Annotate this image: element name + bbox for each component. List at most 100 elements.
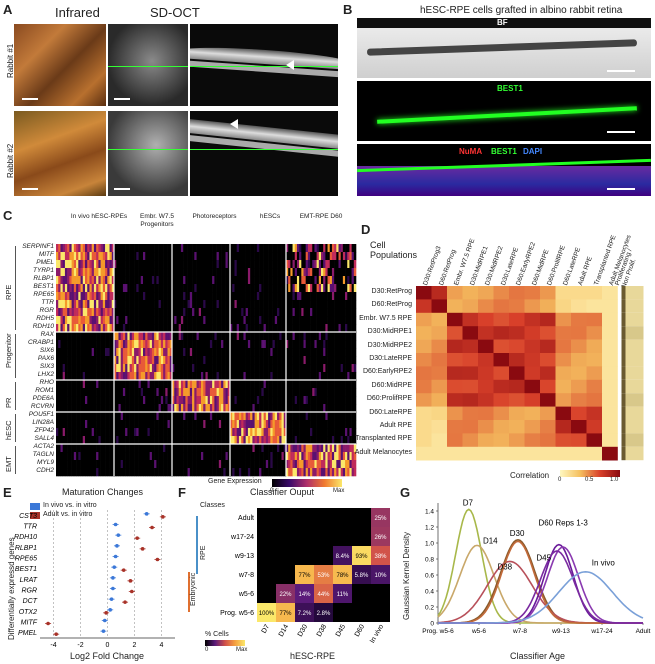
f-cell: [257, 508, 276, 527]
heatmap-cell: [230, 468, 233, 477]
heatmap-cell: [353, 404, 357, 413]
heatmap-cell: [243, 396, 246, 405]
heatmap-cell: [122, 356, 126, 365]
heatmap-cell: [342, 412, 346, 421]
heatmap-cell: [209, 364, 213, 373]
heatmap-cell: [230, 276, 233, 285]
heatmap-cell: [165, 324, 168, 333]
heatmap-cell: [98, 444, 101, 453]
heatmap-cell: [140, 252, 144, 261]
heatmap-cell: [109, 348, 113, 357]
heatmap-cell: [205, 292, 208, 301]
heatmap-cell: [160, 340, 164, 349]
heatmap-cell: [232, 340, 235, 349]
heatmap-cell: [58, 300, 61, 309]
heatmap-cell: [129, 292, 133, 301]
heatmap-cell: [340, 316, 344, 325]
heatmap-cell: [221, 260, 224, 269]
heatmap-cell: [216, 348, 220, 357]
heatmap-cell: [334, 364, 337, 373]
heatmap-cell: [198, 420, 202, 429]
corr-cell: [586, 286, 603, 300]
heatmap-cell: [221, 452, 224, 461]
heatmap-cell: [216, 316, 220, 325]
heatmap-cell: [218, 308, 222, 317]
heatmap-cell: [290, 292, 293, 301]
gene-label: RGR: [39, 307, 54, 314]
heatmap-cell: [316, 332, 320, 341]
heatmap-cell: [151, 268, 155, 277]
heatmap-cell: [87, 348, 90, 357]
heatmap-cell: [169, 428, 173, 437]
heatmap-cell: [100, 316, 104, 325]
heatmap-cell: [165, 372, 168, 381]
heatmap-cell: [172, 276, 175, 285]
heatmap-cell: [265, 324, 269, 333]
heatmap-cell: [100, 372, 104, 381]
heatmap-cell: [336, 260, 339, 269]
heatmap-cell: [252, 284, 255, 293]
heatmap-cell: [167, 428, 171, 437]
heatmap-cell: [238, 404, 242, 413]
heatmap-cell: [325, 332, 328, 341]
merge-dapi-label: DAPI: [523, 147, 543, 156]
infrared-header: Infrared: [55, 5, 100, 20]
heatmap-cell: [283, 356, 287, 365]
heatmap-cell: [140, 388, 144, 397]
heatmap-cell: [131, 252, 135, 261]
f-cell-label: 11%: [337, 592, 349, 598]
heatmap-cell: [268, 252, 271, 261]
heatmap-cell: [169, 260, 173, 269]
legend-invivo-label: In vivo vs. in vitro: [43, 502, 97, 509]
heatmap-cell: [116, 252, 119, 261]
heatmap-cell: [67, 284, 70, 293]
heatmap-cell: [353, 300, 357, 309]
gene-expression-heatmap: [56, 244, 357, 477]
heatmap-cell: [60, 420, 63, 429]
heatmap-cell: [138, 292, 142, 301]
heatmap-cell: [178, 372, 182, 381]
heatmap-cell: [283, 276, 287, 285]
heatmap-cell: [290, 324, 293, 333]
f-cell-label: 100%: [259, 611, 275, 617]
heatmap-cell: [203, 404, 206, 413]
heatmap-cell: [116, 332, 119, 341]
heatmap-cell: [259, 348, 262, 357]
heatmap-cell: [286, 460, 289, 469]
heatmap-cell: [259, 260, 262, 269]
heatmap-cell: [353, 252, 357, 261]
heatmap-cell: [194, 300, 197, 309]
heatmap-cell: [290, 268, 293, 277]
heatmap-cell: [288, 452, 291, 461]
heatmap-cell: [198, 308, 202, 317]
heatmap-cell: [196, 260, 200, 269]
heatmap-cell: [310, 324, 313, 333]
heatmap-cell: [100, 460, 104, 469]
corr-cell: [524, 366, 541, 381]
heatmap-cell: [292, 356, 296, 365]
heatmap-cell: [225, 268, 229, 277]
corr-cell: [524, 406, 541, 421]
corr-cell: [586, 420, 603, 434]
heatmap-cell: [176, 332, 179, 341]
heatmap-cell: [154, 284, 157, 293]
heatmap-cell: [80, 268, 84, 277]
heatmap-cell: [151, 420, 155, 429]
heatmap-cell: [205, 388, 208, 397]
heatmap-cell: [323, 380, 326, 389]
heatmap-cell: [76, 268, 79, 277]
heatmap-cell: [238, 420, 242, 429]
heatmap-cell: [261, 284, 264, 293]
heatmap-cell: [301, 428, 304, 437]
heatmap-cell: [310, 252, 313, 261]
heatmap-cell: [214, 292, 217, 301]
heatmap-cell: [192, 356, 195, 365]
heatmap-cell: [167, 284, 171, 293]
heatmap-cell: [327, 372, 331, 381]
heatmap-cell: [172, 396, 175, 405]
heatmap-cell: [252, 396, 255, 405]
heatmap-cell: [138, 468, 142, 477]
corr-cell: [493, 406, 510, 421]
heatmap-cell: [192, 300, 195, 309]
heatmap-cell: [136, 444, 139, 453]
